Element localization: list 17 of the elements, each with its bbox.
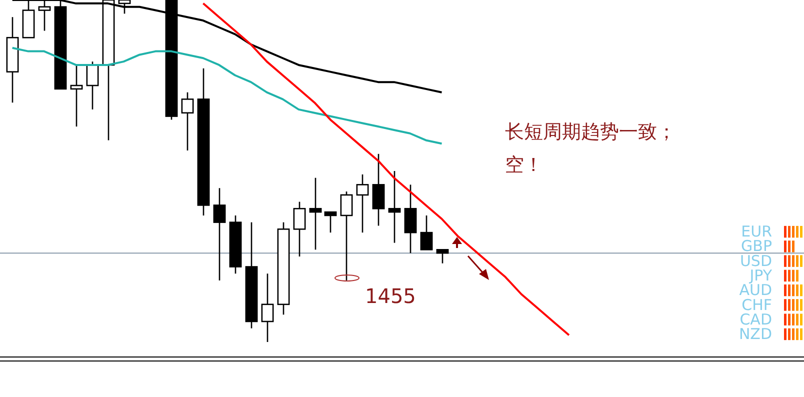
candlestick bbox=[372, 153, 385, 226]
candlestick bbox=[324, 211, 337, 234]
candlestick bbox=[181, 92, 194, 152]
annotation: 长短周期趋势一致； bbox=[505, 121, 676, 143]
candlestick bbox=[388, 170, 401, 244]
candlestick bbox=[356, 174, 369, 234]
candlestick bbox=[293, 201, 306, 258]
candlestick bbox=[340, 190, 353, 282]
candlestick bbox=[404, 184, 417, 254]
candlestick bbox=[261, 272, 274, 343]
annotation: 1455 bbox=[365, 284, 416, 308]
candlestick bbox=[309, 177, 322, 250]
candlestick bbox=[213, 187, 226, 282]
candlestick bbox=[70, 64, 83, 128]
annotation: 空！ bbox=[505, 154, 543, 176]
candlestick bbox=[420, 214, 433, 250]
candlestick bbox=[436, 249, 449, 264]
